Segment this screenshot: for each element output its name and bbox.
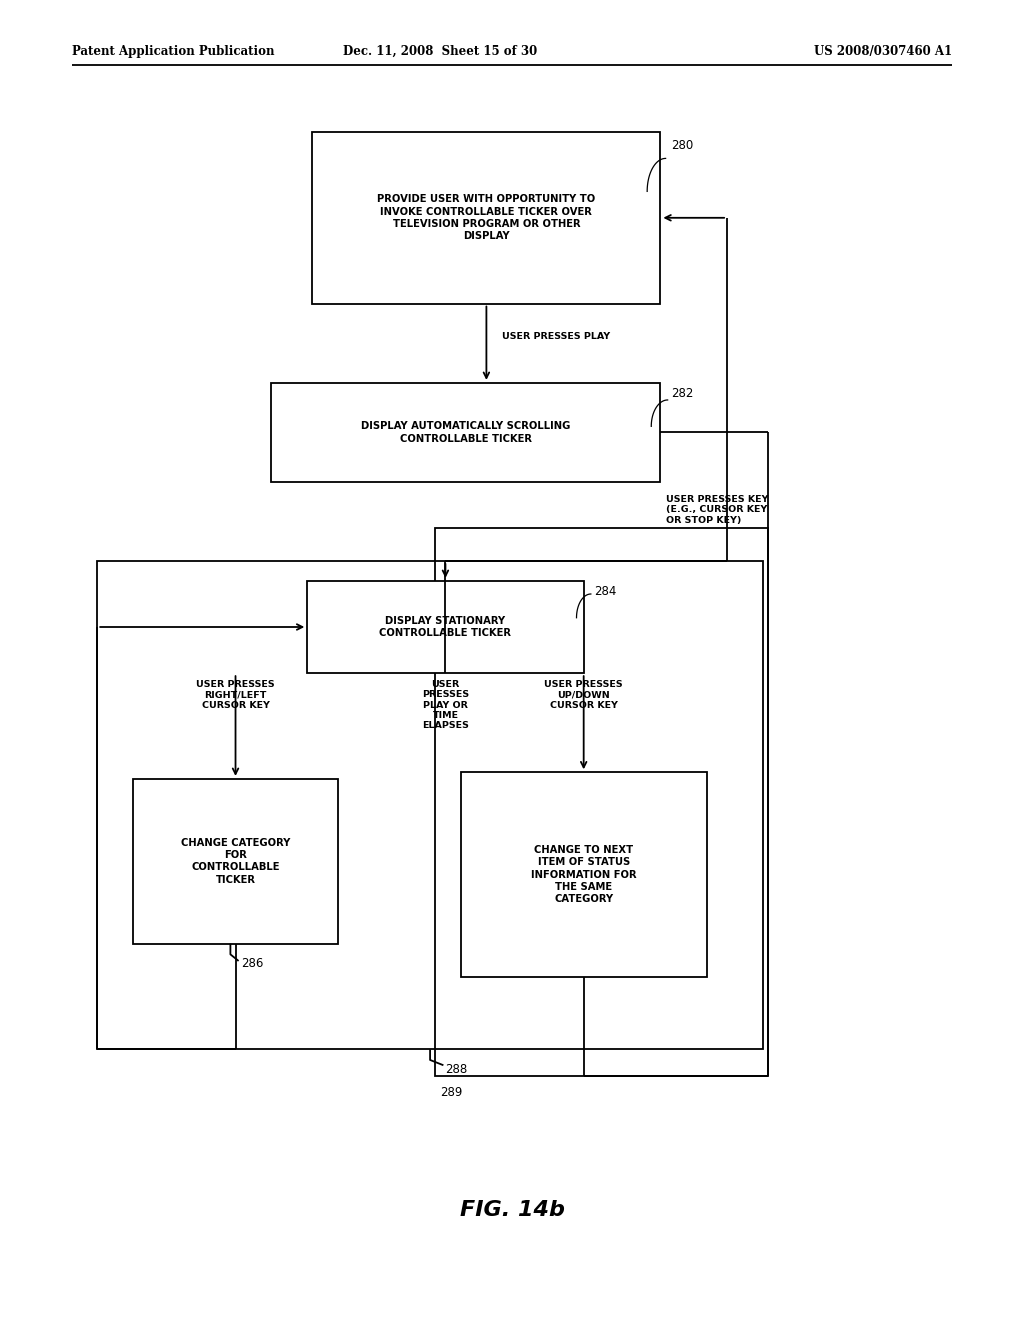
Text: 289: 289 bbox=[440, 1086, 463, 1100]
Text: Dec. 11, 2008  Sheet 15 of 30: Dec. 11, 2008 Sheet 15 of 30 bbox=[343, 45, 538, 58]
Text: Patent Application Publication: Patent Application Publication bbox=[72, 45, 274, 58]
Text: USER
PRESSES
PLAY OR
TIME
ELAPSES: USER PRESSES PLAY OR TIME ELAPSES bbox=[422, 680, 469, 730]
Text: US 2008/0307460 A1: US 2008/0307460 A1 bbox=[814, 45, 952, 58]
Text: FIG. 14b: FIG. 14b bbox=[460, 1200, 564, 1221]
Text: CHANGE CATEGORY
FOR
CONTROLLABLE
TICKER: CHANGE CATEGORY FOR CONTROLLABLE TICKER bbox=[181, 838, 290, 884]
Text: CHANGE TO NEXT
ITEM OF STATUS
INFORMATION FOR
THE SAME
CATEGORY: CHANGE TO NEXT ITEM OF STATUS INFORMATIO… bbox=[530, 845, 637, 904]
Text: 280: 280 bbox=[671, 139, 693, 152]
Bar bbox=[307, 581, 584, 673]
Text: DISPLAY AUTOMATICALLY SCROLLING
CONTROLLABLE TICKER: DISPLAY AUTOMATICALLY SCROLLING CONTROLL… bbox=[361, 421, 570, 444]
Text: 284: 284 bbox=[594, 585, 616, 598]
Text: DISPLAY STATIONARY
CONTROLLABLE TICKER: DISPLAY STATIONARY CONTROLLABLE TICKER bbox=[380, 616, 511, 638]
Text: USER PRESSES
UP/DOWN
CURSOR KEY: USER PRESSES UP/DOWN CURSOR KEY bbox=[545, 680, 623, 710]
Text: USER PRESSES
RIGHT/LEFT
CURSOR KEY: USER PRESSES RIGHT/LEFT CURSOR KEY bbox=[197, 680, 274, 710]
Bar bbox=[97, 561, 763, 1049]
Text: PROVIDE USER WITH OPPORTUNITY TO
INVOKE CONTROLLABLE TICKER OVER
TELEVISION PROG: PROVIDE USER WITH OPPORTUNITY TO INVOKE … bbox=[377, 194, 596, 242]
Bar bbox=[271, 383, 660, 482]
Text: 286: 286 bbox=[241, 957, 263, 970]
Bar bbox=[133, 779, 338, 944]
Text: USER PRESSES PLAY: USER PRESSES PLAY bbox=[502, 333, 610, 341]
Text: USER PRESSES KEY
(E.G., CURSOR KEY
OR STOP KEY): USER PRESSES KEY (E.G., CURSOR KEY OR ST… bbox=[666, 495, 768, 525]
Bar bbox=[312, 132, 660, 304]
Bar bbox=[461, 772, 707, 977]
Text: 282: 282 bbox=[671, 387, 693, 400]
Bar bbox=[435, 528, 768, 1076]
Text: 288: 288 bbox=[445, 1063, 468, 1076]
